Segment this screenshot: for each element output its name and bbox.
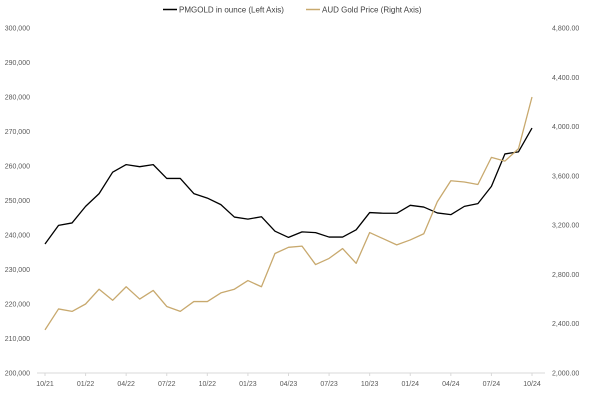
left-axis-tick-label: 200,000 [5, 371, 30, 378]
x-axis-tick-label: 10/24 [523, 381, 541, 388]
x-axis-tick-label: 10/21 [36, 381, 54, 388]
right-axis-tick-label: 4,800.00 [552, 26, 579, 33]
right-axis-ticks: 2,000.00 2,400.00 2,800.00 3,200.00 3,600.00… [552, 26, 579, 378]
left-axis-tick-label: 250,000 [5, 198, 30, 205]
right-axis-tick-label: 2,000.00 [552, 371, 579, 378]
right-axis-tick-label: 3,200.00 [552, 223, 579, 230]
legend: PMGOLD in ounce (Left Axis) AUD Gold Pric… [163, 6, 422, 15]
left-axis-ticks: 200,000 210,000 220,000 230,000 240,000 250,0… [5, 26, 30, 378]
left-axis-tick-label: 230,000 [5, 267, 30, 274]
left-axis-tick-label: 290,000 [5, 60, 30, 67]
legend-label-pmgold: PMGOLD in ounce (Left Axis) [179, 6, 284, 15]
right-axis-tick-label: 4,400.00 [552, 75, 579, 82]
x-axis-tick-label: 10/22 [199, 381, 217, 388]
x-axis-tick-label: 10/23 [361, 381, 379, 388]
x-axis-tick-label: 01/22 [77, 381, 95, 388]
pmgold-series-line [44, 127, 533, 245]
left-axis-tick-label: 270,000 [5, 129, 30, 136]
aud-gold-price-series-line [44, 96, 533, 331]
series-layer [44, 96, 533, 331]
left-axis-tick-label: 210,000 [5, 336, 30, 343]
x-axis-tick-label: 07/22 [158, 381, 176, 388]
x-axis-tick-label: 04/22 [117, 381, 135, 388]
left-axis-tick-label: 240,000 [5, 233, 30, 240]
left-axis-tick-label: 260,000 [5, 164, 30, 171]
x-axis-tick-label: 07/24 [483, 381, 501, 388]
left-axis-tick-label: 280,000 [5, 95, 30, 102]
left-axis-tick-label: 220,000 [5, 302, 30, 309]
x-axis-ticks: 10/21 01/22 04/22 07/22 10/22 01/23 04/23 07/23… [36, 373, 541, 388]
right-axis-tick-label: 4,000.00 [552, 124, 579, 131]
left-axis-tick-label: 300,000 [5, 26, 30, 33]
legend-label-aud-gold: AUD Gold Price (Right Axis) [322, 6, 422, 15]
right-axis-tick-label: 2,800.00 [552, 272, 579, 279]
x-axis-tick-label: 01/24 [401, 381, 419, 388]
x-axis-tick-label: 04/24 [442, 381, 460, 388]
x-axis-tick-label: 01/23 [239, 381, 257, 388]
x-axis-tick-label: 07/23 [320, 381, 338, 388]
x-axis-tick-label: 04/23 [280, 381, 298, 388]
right-axis-tick-label: 2,400.00 [552, 321, 579, 328]
right-axis-tick-label: 3,600.00 [552, 173, 579, 180]
